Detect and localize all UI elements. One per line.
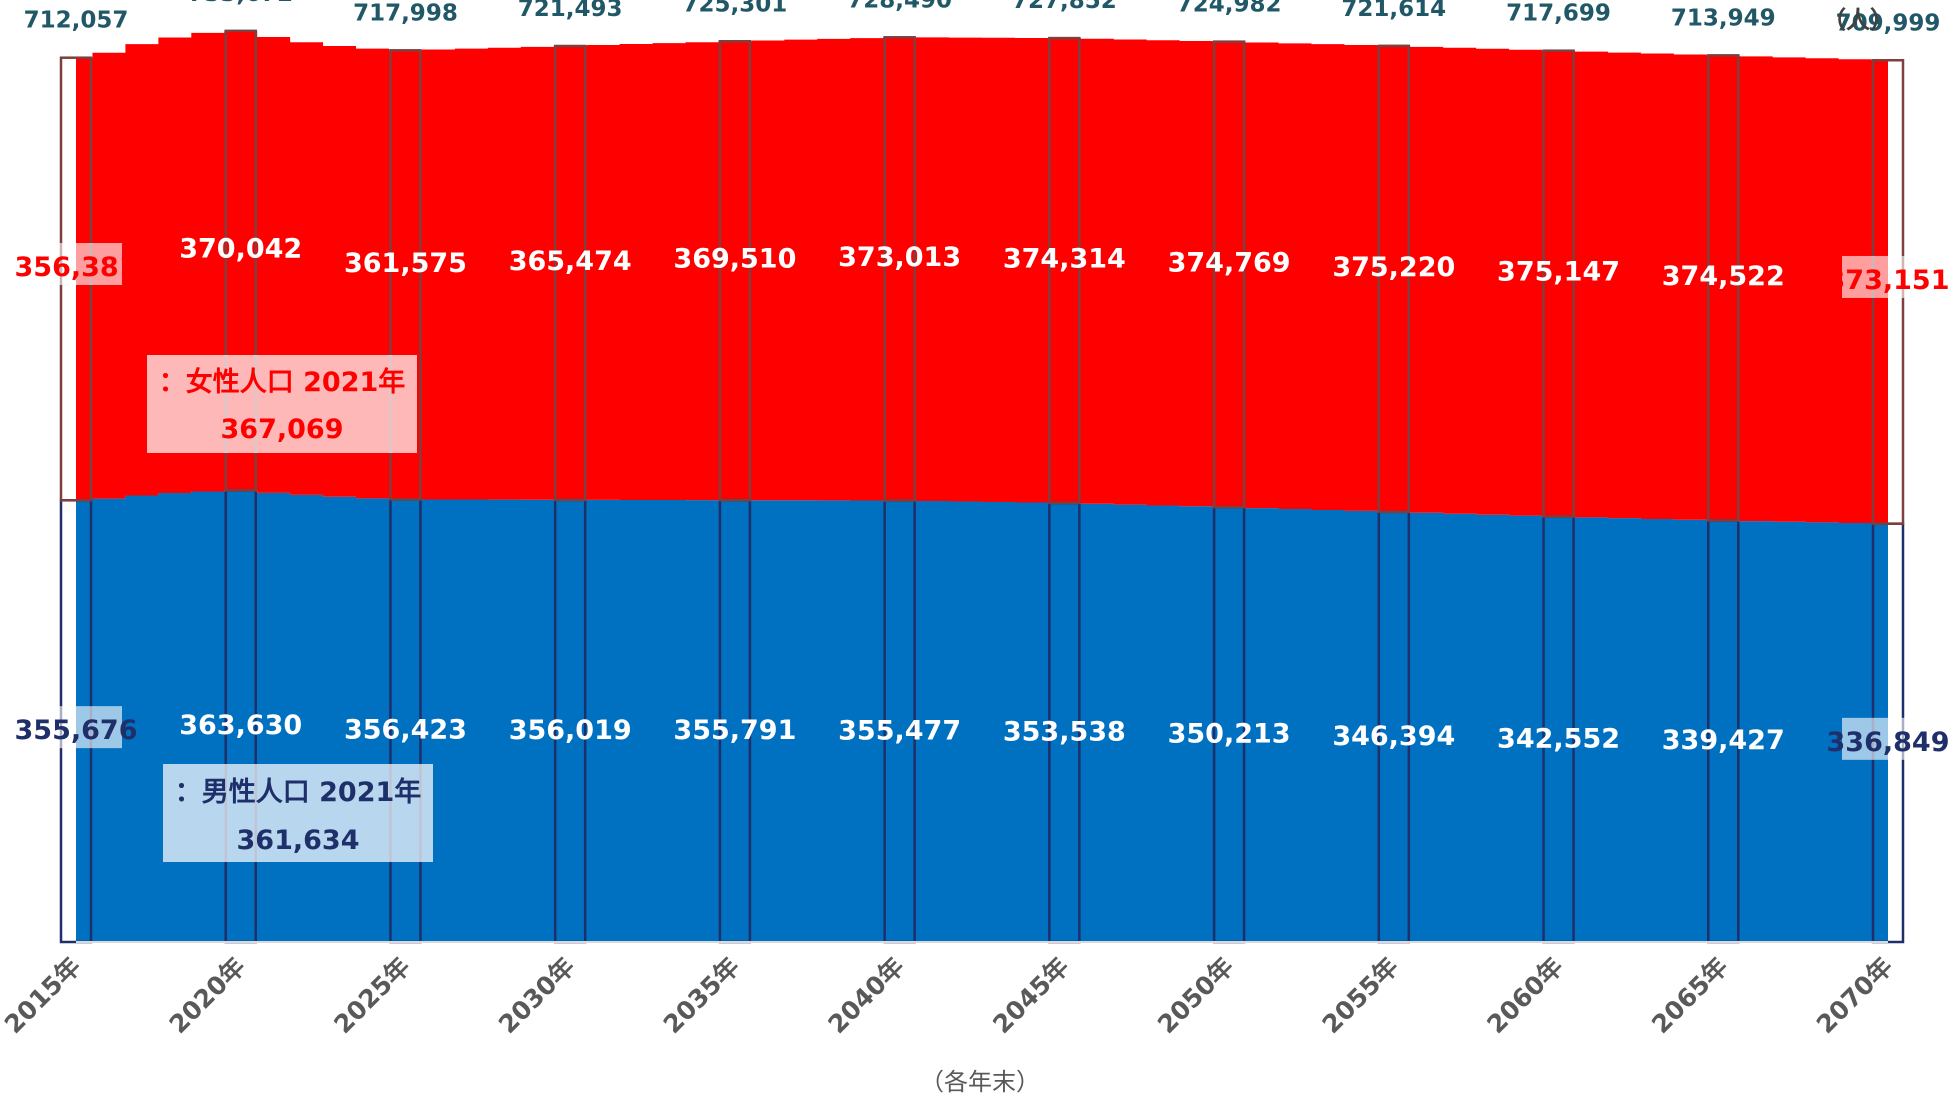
male-label-2020: 363,630 (179, 710, 302, 741)
male-label-2035: 355,791 (673, 715, 796, 746)
female-annotation-line2: 367,069 (221, 414, 344, 445)
male-label-2030: 356,019 (509, 715, 632, 746)
x-tick-2015: 2015年 (0, 952, 86, 1039)
male-annotation-box (163, 764, 433, 862)
female-label-2055: 375,220 (1332, 252, 1455, 283)
total-label-2045: 727,852 (1012, 0, 1117, 14)
total-label-2035: 725,301 (683, 0, 788, 17)
total-label-2060: 717,699 (1506, 1, 1611, 27)
female-bar-2050 (1212, 40, 1246, 509)
total-label-2065: 713,949 (1671, 5, 1776, 31)
total-label-2015: 712,057 (24, 8, 129, 34)
x-tick-labels: 2015年 2020年 2025年 2030年 2035年 2040年 2045年 2050年… (0, 952, 1898, 1039)
male-label-2055: 346,394 (1332, 721, 1455, 752)
female-area (76, 30, 1888, 524)
female-annotation: ：女性人口 2021年 367,069 (147, 355, 417, 453)
male-label-2040: 355,477 (838, 715, 961, 746)
female-label-2040: 373,013 (838, 242, 961, 273)
x-tick-2035: 2035年 (658, 952, 745, 1039)
female-bar-2055 (1377, 44, 1411, 514)
x-tick-2060: 2060年 (1481, 952, 1568, 1039)
total-label-2055: 721,614 (1341, 0, 1446, 22)
female-label-2045: 374,314 (1003, 244, 1126, 275)
female-bar-2020 (224, 29, 257, 492)
female-label-2065: 374,522 (1662, 261, 1785, 292)
total-label-2020: 733,672 (188, 0, 293, 7)
female-label-2050: 374,769 (1168, 247, 1291, 278)
male-annotation-line1: ：男性人口 2021年 (175, 776, 422, 808)
male-label-2015: 355,676 (15, 715, 138, 746)
male-annotation: ：男性人口 2021年 361,634 (163, 764, 433, 862)
female-label-2060: 375,147 (1497, 257, 1620, 288)
male-label-box-2015 (30, 706, 122, 749)
x-axis-label: （各年末） (920, 1068, 1040, 1095)
female-label-2015: 356,381 (15, 252, 138, 283)
female-label-2070: 373,151 (1827, 265, 1948, 296)
female-bar-2065 (1707, 54, 1740, 522)
total-label-2040: 728,490 (847, 0, 952, 13)
male-label-box-2070 (1842, 717, 1934, 760)
x-tick-2030: 2030年 (493, 952, 580, 1039)
total-label-2025: 717,998 (353, 0, 458, 26)
female-annotation-line1: ：女性人口 2021年 (159, 366, 406, 398)
male-area (76, 490, 1888, 942)
male-label-2065: 339,427 (1662, 725, 1785, 756)
male-label-2050: 350,213 (1168, 719, 1291, 750)
male-label-2070: 336,849 (1827, 727, 1948, 758)
female-bar-2035 (718, 40, 752, 502)
female-label-2035: 369,510 (673, 244, 796, 275)
male-label-2025: 356,423 (344, 715, 467, 746)
stacked-areas (76, 30, 1888, 942)
female-bar-2060 (1542, 49, 1575, 518)
x-tick-2055: 2055年 (1317, 952, 1404, 1039)
unit-label: （人） (1822, 6, 1894, 34)
x-tick-2045: 2045年 (987, 952, 1074, 1039)
x-tick-2020: 2020年 (164, 952, 251, 1039)
male-label-2060: 342,552 (1497, 723, 1620, 754)
female-label-2025: 361,575 (344, 248, 467, 279)
female-bar-2045 (1048, 36, 1081, 505)
x-tick-2070: 2070年 (1811, 952, 1898, 1039)
female-bar-2030 (553, 44, 587, 502)
female-bar-2040 (883, 36, 916, 502)
data-labels: 712,057 356,381 355,676 733,672 370,042 363,6… (15, 0, 1948, 760)
x-tick-2065: 2065年 (1646, 952, 1733, 1039)
female-label-2030: 365,474 (509, 246, 632, 277)
male-label-2045: 353,538 (1003, 716, 1126, 747)
total-label-2050: 724,982 (1177, 0, 1282, 18)
female-label-box-2015 (30, 242, 122, 285)
total-label-2030: 721,493 (518, 0, 623, 22)
total-label-2070: 709,999 (1836, 10, 1941, 36)
female-label-2020: 370,042 (179, 234, 302, 265)
x-tick-2050: 2050年 (1152, 952, 1239, 1039)
female-bar-2025 (389, 49, 422, 501)
x-tick-2025: 2025年 (328, 952, 415, 1039)
x-tick-2040: 2040年 (822, 952, 909, 1039)
female-label-box-2070 (1842, 255, 1934, 298)
male-annotation-line2: 361,634 (237, 825, 360, 856)
female-annotation-box (147, 355, 417, 453)
